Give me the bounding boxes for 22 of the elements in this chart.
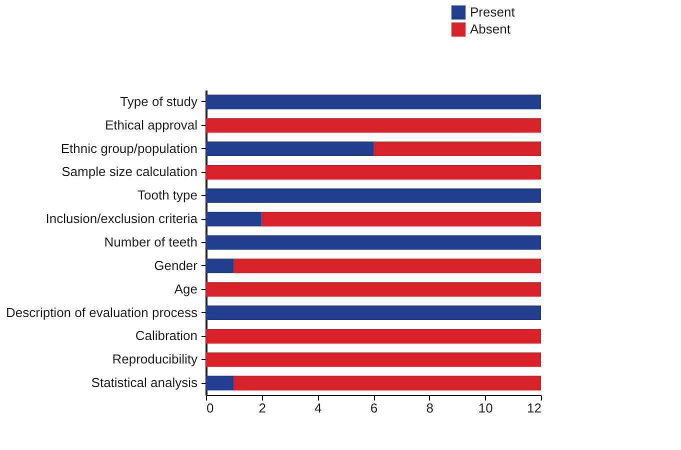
x-tick-label: 10 [478, 400, 493, 416]
y-tick-label: Ethical approval [105, 117, 198, 132]
y-tick-label: Gender [154, 258, 198, 273]
y-tick-label: Tooth type [138, 188, 198, 203]
x-tick-label: 0 [206, 400, 214, 416]
y-tick-label: Age [174, 281, 198, 296]
legend-label: Present [470, 4, 516, 20]
y-tick-label: Reproducibility [112, 352, 198, 367]
x-tick-label: 4 [314, 400, 322, 416]
y-tick-label: Calibration [135, 328, 198, 344]
legend-label: Absent [470, 22, 511, 36]
x-tick-label: 12 [527, 400, 542, 416]
y-tick-label: Ethnic group/population [60, 140, 198, 156]
x-tick-label: 2 [258, 400, 266, 416]
y-tick-label: Type of study [120, 94, 198, 109]
y-tick-label: Inclusion/exclusion criteria [46, 211, 198, 226]
x-tick-label: 8 [426, 400, 434, 416]
y-tick-label: Sample size calculation [62, 164, 198, 180]
x-tick-label: 6 [370, 400, 378, 416]
y-tick-label: Description of evaluation process [6, 304, 198, 320]
y-tick-label: Number of teeth [104, 234, 198, 250]
y-tick-label: Statistical analysis [91, 375, 198, 390]
